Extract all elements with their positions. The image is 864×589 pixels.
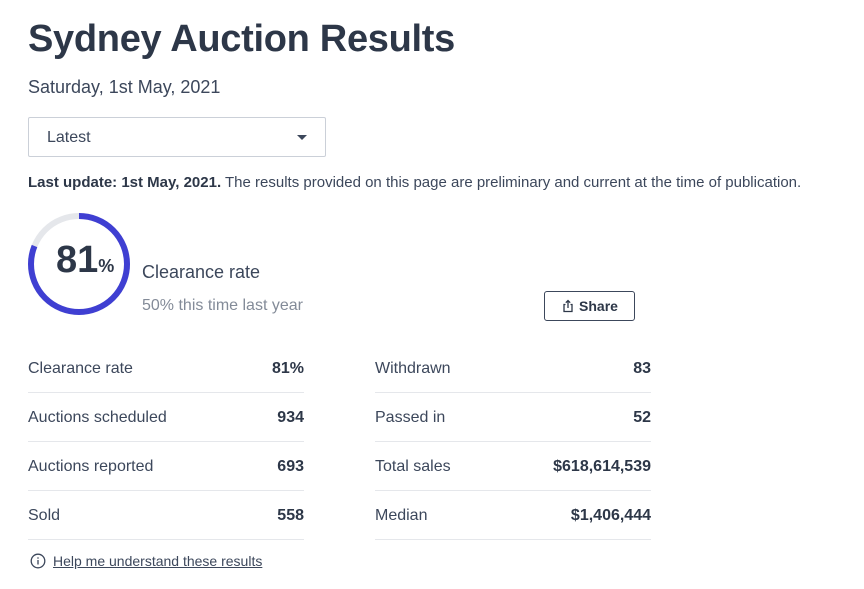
help-link[interactable]: Help me understand these results — [30, 553, 262, 569]
page-title: Sydney Auction Results — [28, 18, 455, 60]
stat-label: Auctions reported — [28, 457, 154, 475]
clearance-rate-label: Clearance rate — [142, 262, 261, 282]
stat-label: Withdrawn — [375, 359, 451, 377]
last-year-comparison: 50% this time last year — [142, 297, 303, 314]
gauge-value: 81% — [56, 241, 114, 279]
stats-table-left: Clearance rate 81% Auctions scheduled 93… — [28, 345, 304, 540]
select-value: Latest — [47, 129, 91, 146]
chevron-down-icon — [297, 135, 307, 140]
stat-label: Sold — [28, 506, 61, 524]
stat-value: $1,406,444 — [570, 506, 651, 524]
stat-label: Auctions scheduled — [28, 408, 167, 426]
stats-table-right: Withdrawn 83 Passed in 52 Total sales $6… — [375, 345, 651, 540]
stat-row-auctions-reported: Auctions reported 693 — [28, 443, 304, 491]
stat-value: 934 — [277, 408, 304, 426]
stat-row-total-sales: Total sales $618,614,539 — [375, 443, 651, 491]
share-button[interactable]: Share — [544, 291, 635, 321]
clearance-rate-gauge: 81% — [27, 212, 131, 316]
stat-value: 83 — [633, 359, 651, 377]
stat-value: 52 — [633, 408, 651, 426]
gauge-unit: % — [98, 256, 115, 276]
stat-row-passed-in: Passed in 52 — [375, 394, 651, 442]
gauge-number: 81 — [56, 239, 99, 281]
last-update-date: Last update: 1st May, 2021. — [28, 174, 222, 191]
stat-row-clearance-rate: Clearance rate 81% — [28, 345, 304, 393]
stat-row-sold: Sold 558 — [28, 492, 304, 540]
last-update-note: Last update: 1st May, 2021. The results … — [28, 174, 801, 191]
results-period-select[interactable]: Latest — [28, 117, 326, 157]
gauge-fill — [28, 213, 130, 315]
stat-label: Passed in — [375, 408, 446, 426]
stat-value: 693 — [277, 457, 304, 475]
stat-value: 81% — [271, 359, 304, 377]
stat-row-median: Median $1,406,444 — [375, 492, 651, 540]
info-icon — [30, 553, 46, 569]
stat-label: Total sales — [375, 457, 451, 475]
stat-row-withdrawn: Withdrawn 83 — [375, 345, 651, 393]
stat-label: Clearance rate — [28, 359, 133, 377]
stat-value: 558 — [277, 506, 304, 524]
share-label: Share — [579, 298, 618, 314]
gauge-svg — [28, 213, 130, 315]
auction-date: Saturday, 1st May, 2021 — [28, 77, 221, 97]
stat-label: Median — [375, 506, 428, 524]
stat-value: $618,614,539 — [553, 457, 651, 475]
last-update-text: The results provided on this page are pr… — [221, 174, 802, 191]
stat-row-auctions-scheduled: Auctions scheduled 934 — [28, 394, 304, 442]
share-icon — [561, 299, 575, 313]
help-link-label: Help me understand these results — [53, 553, 263, 569]
